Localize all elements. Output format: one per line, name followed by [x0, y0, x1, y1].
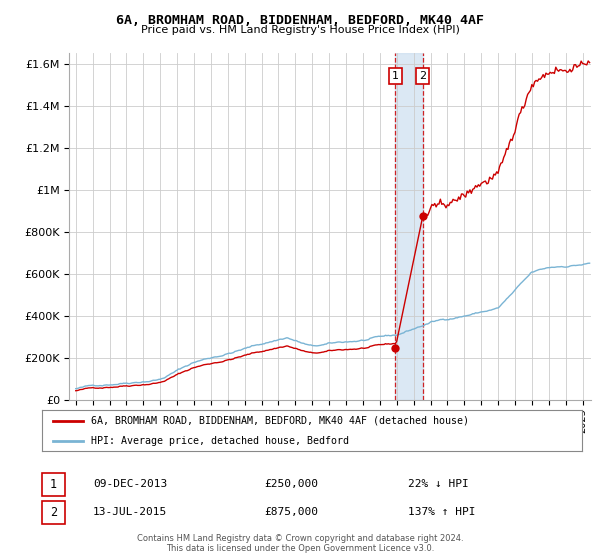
Bar [395, 53, 423, 400]
Text: 2: 2 [50, 506, 57, 519]
Text: 09-DEC-2013: 09-DEC-2013 [93, 479, 167, 489]
Text: Price paid vs. HM Land Registry's House Price Index (HPI): Price paid vs. HM Land Registry's House … [140, 25, 460, 35]
Text: £875,000: £875,000 [264, 507, 318, 517]
Text: 2: 2 [419, 71, 427, 81]
Text: £250,000: £250,000 [264, 479, 318, 489]
Text: Contains HM Land Registry data © Crown copyright and database right 2024.
This d: Contains HM Land Registry data © Crown c… [137, 534, 463, 553]
Text: 6A, BROMHAM ROAD, BIDDENHAM, BEDFORD, MK40 4AF (detached house): 6A, BROMHAM ROAD, BIDDENHAM, BEDFORD, MK… [91, 416, 469, 426]
Text: 13-JUL-2015: 13-JUL-2015 [93, 507, 167, 517]
Text: 22% ↓ HPI: 22% ↓ HPI [408, 479, 469, 489]
Text: 6A, BROMHAM ROAD, BIDDENHAM, BEDFORD, MK40 4AF: 6A, BROMHAM ROAD, BIDDENHAM, BEDFORD, MK… [116, 14, 484, 27]
Text: 1: 1 [50, 478, 57, 491]
Text: 1: 1 [392, 71, 399, 81]
Text: 137% ↑ HPI: 137% ↑ HPI [408, 507, 476, 517]
Text: HPI: Average price, detached house, Bedford: HPI: Average price, detached house, Bedf… [91, 436, 349, 446]
